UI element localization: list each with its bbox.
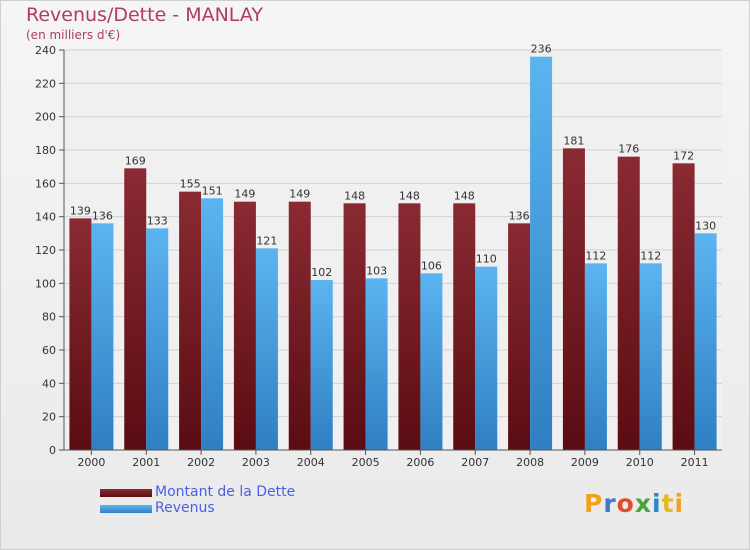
bar-revenue <box>639 263 662 450</box>
logo-letter: i <box>652 489 662 518</box>
legend-label-debt: Montant de la Dette <box>155 484 296 500</box>
logo-letter: x <box>634 489 652 518</box>
data-label: 236 <box>531 43 552 56</box>
legend-swatch-debt <box>100 489 152 497</box>
data-label: 112 <box>640 249 661 262</box>
bar-debt <box>398 203 421 450</box>
y-tick-label: 80 <box>42 311 56 324</box>
data-label: 139 <box>70 204 91 217</box>
logo-letter: o <box>616 489 635 518</box>
x-tick-label: 2001 <box>132 456 160 469</box>
data-label: 155 <box>180 178 201 191</box>
data-label: 136 <box>509 209 530 222</box>
data-label: 149 <box>289 188 310 201</box>
data-label: 148 <box>399 189 420 202</box>
proxiti-logo: Proxiti <box>584 489 684 518</box>
bar-revenue <box>310 280 333 450</box>
data-label: 176 <box>618 143 639 156</box>
y-tick-label: 120 <box>35 244 56 257</box>
bar-debt <box>343 203 366 450</box>
data-label: 103 <box>366 264 387 277</box>
x-tick-label: 2011 <box>681 456 709 469</box>
bar-revenue <box>201 198 224 450</box>
x-tick-label: 2000 <box>77 456 105 469</box>
y-tick-label: 60 <box>42 344 56 357</box>
y-tick-label: 220 <box>35 77 56 90</box>
data-label: 149 <box>234 188 255 201</box>
x-tick-label: 2005 <box>352 456 380 469</box>
logo-letter: P <box>584 489 604 518</box>
bar-debt <box>453 203 476 450</box>
data-label: 121 <box>256 234 277 247</box>
x-tick-label: 2006 <box>406 456 434 469</box>
bar-revenue <box>475 266 498 450</box>
bar-revenue <box>694 233 717 450</box>
bar-debt <box>508 223 531 450</box>
x-tick-label: 2002 <box>187 456 215 469</box>
chart-title: Revenus/Dette - MANLAY <box>26 4 263 26</box>
y-tick-label: 160 <box>35 177 56 190</box>
data-label: 133 <box>147 214 168 227</box>
data-label: 148 <box>344 189 365 202</box>
logo-letter: t <box>661 489 675 518</box>
bar-revenue <box>530 56 553 451</box>
legend-label-revenue: Revenus <box>155 500 215 516</box>
bar-debt <box>124 168 147 451</box>
y-tick-label: 0 <box>49 444 56 457</box>
logo-letter: r <box>603 489 617 518</box>
x-tick-label: 2004 <box>297 456 325 469</box>
data-label: 102 <box>311 266 332 279</box>
bar-revenue <box>255 248 278 450</box>
data-label: 130 <box>695 219 716 232</box>
y-tick-label: 20 <box>42 411 56 424</box>
bar-debt <box>672 163 695 451</box>
y-tick-label: 100 <box>35 277 56 290</box>
y-tick-label: 140 <box>35 211 56 224</box>
logo-letter: i <box>674 489 685 518</box>
x-tick-label: 2008 <box>516 456 544 469</box>
bar-debt <box>562 148 585 451</box>
x-tick-label: 2007 <box>461 456 489 469</box>
x-tick-label: 2003 <box>242 456 270 469</box>
data-label: 110 <box>476 253 497 266</box>
bar-revenue <box>146 228 169 450</box>
bar-revenue <box>420 273 443 450</box>
bar-revenue <box>365 278 388 450</box>
y-tick-label: 240 <box>35 44 56 57</box>
bar-debt <box>617 156 640 450</box>
bar-debt <box>179 191 202 450</box>
data-label: 148 <box>454 189 475 202</box>
data-label: 172 <box>673 149 694 162</box>
data-label: 112 <box>585 249 606 262</box>
legend-swatch-revenue <box>100 505 152 513</box>
data-label: 169 <box>125 154 146 167</box>
data-label: 136 <box>92 209 113 222</box>
bar-debt <box>233 201 256 450</box>
x-tick-label: 2010 <box>626 456 654 469</box>
bar-debt <box>69 218 92 450</box>
data-label: 181 <box>563 134 584 147</box>
bar-revenue <box>584 263 607 450</box>
bar-revenue <box>91 223 114 450</box>
y-tick-label: 200 <box>35 111 56 124</box>
data-label: 151 <box>202 184 223 197</box>
bar-debt <box>288 201 311 450</box>
x-tick-label: 2009 <box>571 456 599 469</box>
y-tick-label: 40 <box>42 377 56 390</box>
y-tick-label: 180 <box>35 144 56 157</box>
chart-subtitle: (en milliers d'€) <box>26 28 121 42</box>
data-label: 106 <box>421 259 442 272</box>
